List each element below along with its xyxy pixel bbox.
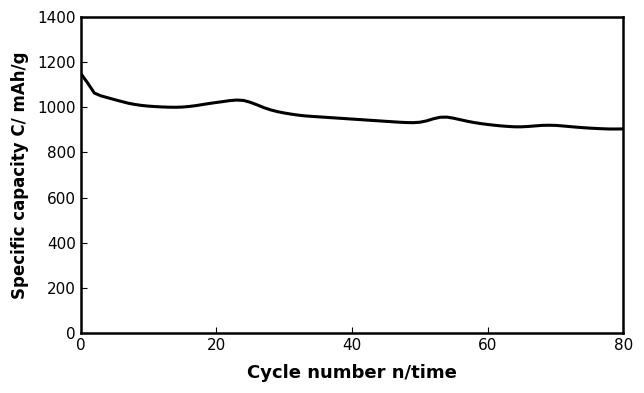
X-axis label: Cycle number n/time: Cycle number n/time <box>247 364 457 382</box>
Y-axis label: Specific capacity C/ mAh/g: Specific capacity C/ mAh/g <box>11 51 29 299</box>
